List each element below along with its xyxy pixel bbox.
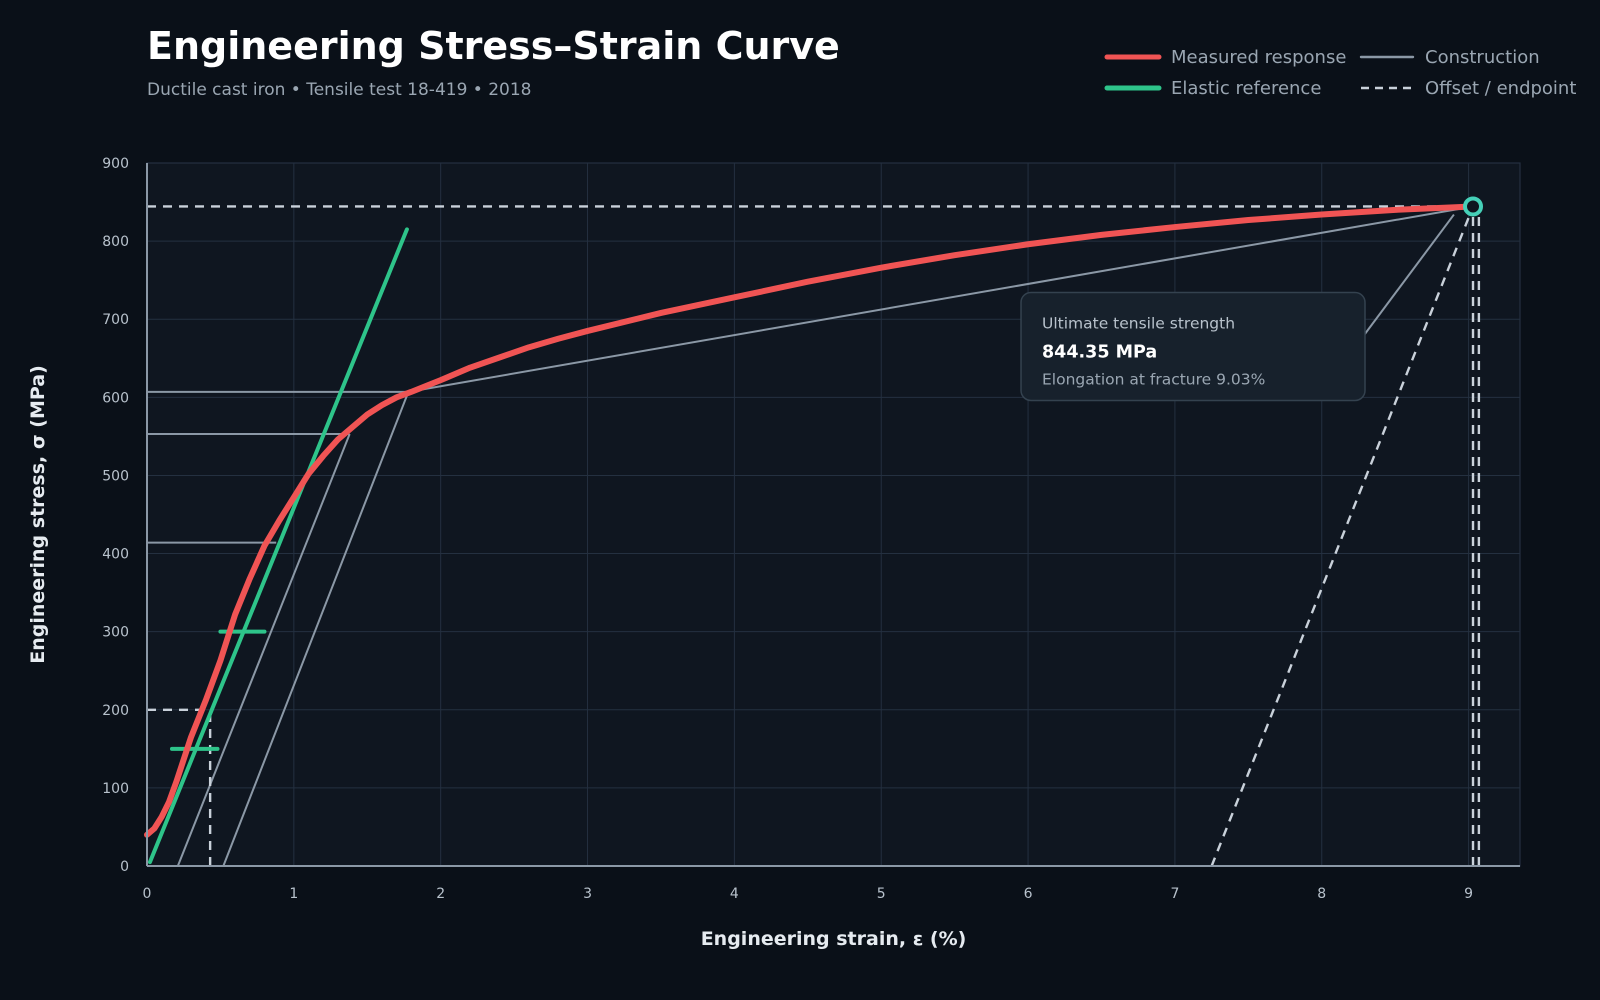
callout-value: 844.35 MPa xyxy=(1042,342,1157,362)
x-tick-label: 3 xyxy=(583,886,592,902)
uts-callout: Ultimate tensile strength 844.35 MPa Elo… xyxy=(1020,291,1366,402)
construction-lines xyxy=(147,205,1474,867)
y-axis-title: Engineering stress, σ (MPa) xyxy=(27,365,49,664)
legend-label: Construction xyxy=(1425,47,1540,68)
construction-line xyxy=(222,391,410,867)
callout-detail: Elongation at fracture 9.03% xyxy=(1042,370,1265,388)
y-tick-label: 300 xyxy=(102,625,129,641)
y-tick-label: 100 xyxy=(102,781,129,797)
y-tick-label: 600 xyxy=(102,390,129,406)
tick-labels: 0 1 2 3 4 5 6 7 8 9 0 100 200 300 400 500 600 700 800 900 xyxy=(102,156,1473,902)
y-tick-label: 400 xyxy=(102,547,129,563)
construction-line xyxy=(1357,213,1455,344)
y-tick-label: 900 xyxy=(102,156,129,172)
x-tick-label: 1 xyxy=(289,886,298,902)
plot-area xyxy=(147,163,1520,866)
uts-marker xyxy=(1463,196,1484,217)
measured-series-group xyxy=(144,203,1477,838)
legend-label: Offset / endpoint xyxy=(1425,78,1576,99)
legend: Measured response Construction Elastic ref… xyxy=(1104,47,1576,99)
x-tick-label: 2 xyxy=(436,886,445,902)
construction-line xyxy=(408,205,1474,393)
x-tick-label: 0 xyxy=(143,886,152,902)
x-tick-label: 8 xyxy=(1317,886,1326,902)
measured-response-line xyxy=(144,203,1477,838)
x-axis-title: Engineering strain, ε (%) xyxy=(701,928,967,950)
dashed-line xyxy=(1210,217,1470,867)
callout-box xyxy=(1020,291,1366,402)
y-tick-label: 800 xyxy=(102,234,129,250)
x-tick-label: 6 xyxy=(1024,886,1033,902)
x-tick-label: 7 xyxy=(1170,886,1179,902)
x-tick-label: 4 xyxy=(730,886,739,902)
elastic-reference-line xyxy=(147,227,409,865)
y-tick-label: 700 xyxy=(102,312,129,328)
legend-label: Elastic reference xyxy=(1171,78,1321,99)
chart-title: Engineering Stress–Strain Curve xyxy=(147,24,840,68)
y-tick-label: 500 xyxy=(102,468,129,484)
y-tick-label: 200 xyxy=(102,703,129,719)
callout-label: Ultimate tensile strength xyxy=(1042,314,1235,332)
x-tick-label: 9 xyxy=(1464,886,1473,902)
x-tick-label: 5 xyxy=(877,886,886,902)
construction-line xyxy=(176,433,351,867)
chart-subtitle: Ductile cast iron • Tensile test 18-419 … xyxy=(147,80,532,100)
legend-label: Measured response xyxy=(1171,47,1346,68)
axes xyxy=(146,163,1520,867)
y-tick-label: 0 xyxy=(120,859,129,875)
